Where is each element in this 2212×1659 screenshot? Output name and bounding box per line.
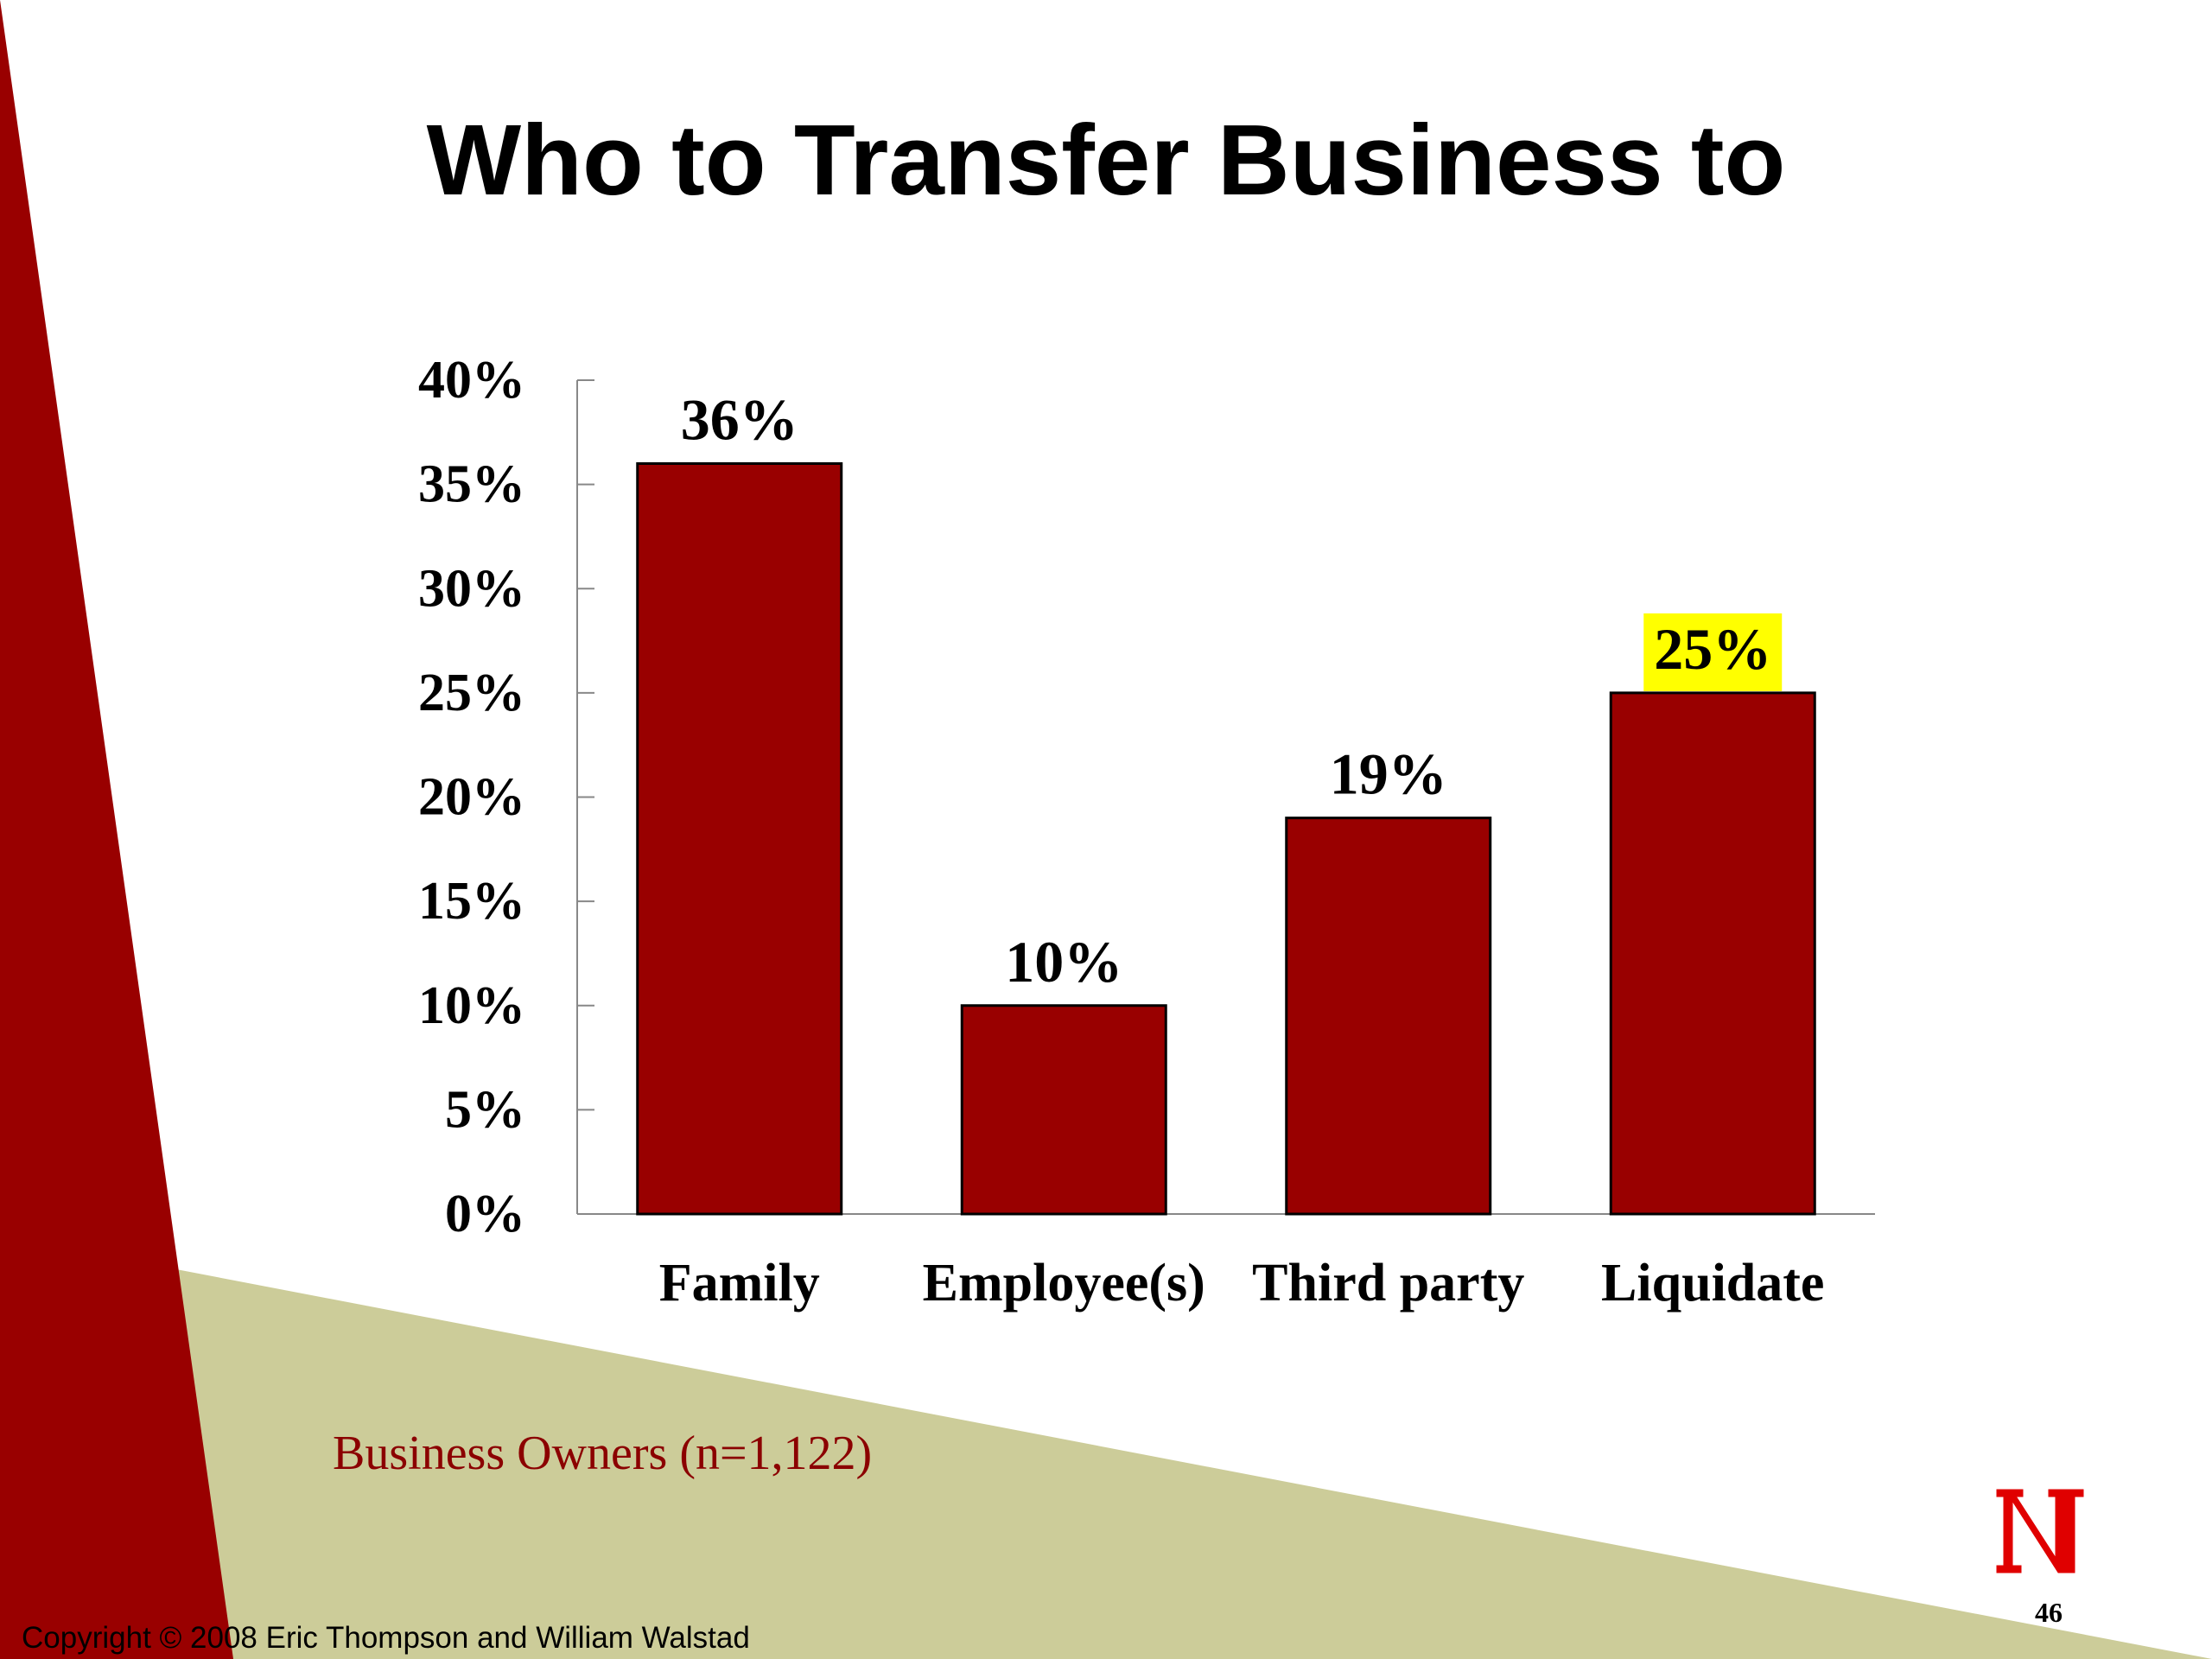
x-tick-label: Family (659, 1254, 820, 1313)
y-tick-label: 15% (418, 872, 525, 931)
slide-title: Who to Transfer Business to (426, 104, 1786, 216)
y-tick-label: 35% (418, 455, 525, 514)
y-tick-label: 25% (418, 664, 525, 722)
copyright-notice: Copyright © 2008 Eric Thompson and Willi… (22, 1621, 750, 1655)
y-tick-label: 0% (445, 1185, 525, 1243)
x-tick-label: Employee(s) (923, 1254, 1205, 1313)
data-label: 19% (1330, 741, 1447, 807)
bars (636, 462, 1816, 1216)
bar (1285, 817, 1492, 1216)
left-red-band (0, 0, 233, 1659)
data-label-highlight (1643, 613, 1783, 691)
bar (1609, 691, 1816, 1216)
sample-caption: Business Owners (n=1,122) (333, 1427, 873, 1480)
n-logo-icon (1993, 1486, 2087, 1576)
x-tick-label: Liquidate (1601, 1254, 1824, 1313)
bottom-olive-band (0, 1236, 2212, 1659)
data-labels: 36% 10% 19% 25% (681, 387, 1783, 995)
y-axis: 0% 5% 10% 15% 20% 25% 30% 35% 40% (418, 351, 594, 1243)
bar (960, 1004, 1167, 1216)
y-tick-label: 5% (445, 1080, 525, 1139)
data-label: 25% (1654, 616, 1771, 682)
y-tick-label: 10% (418, 976, 525, 1035)
x-tick-label: Third party (1252, 1254, 1524, 1313)
page-number: 46 (2035, 1597, 2063, 1628)
data-label: 36% (681, 387, 798, 453)
y-tick-label: 20% (418, 768, 525, 827)
y-tick-label: 40% (418, 351, 525, 410)
y-tick-label: 30% (418, 559, 525, 618)
x-axis: Family Employee(s) Third party Liquidate (577, 1213, 1875, 1313)
data-label: 10% (1005, 929, 1122, 995)
bar (636, 462, 843, 1216)
